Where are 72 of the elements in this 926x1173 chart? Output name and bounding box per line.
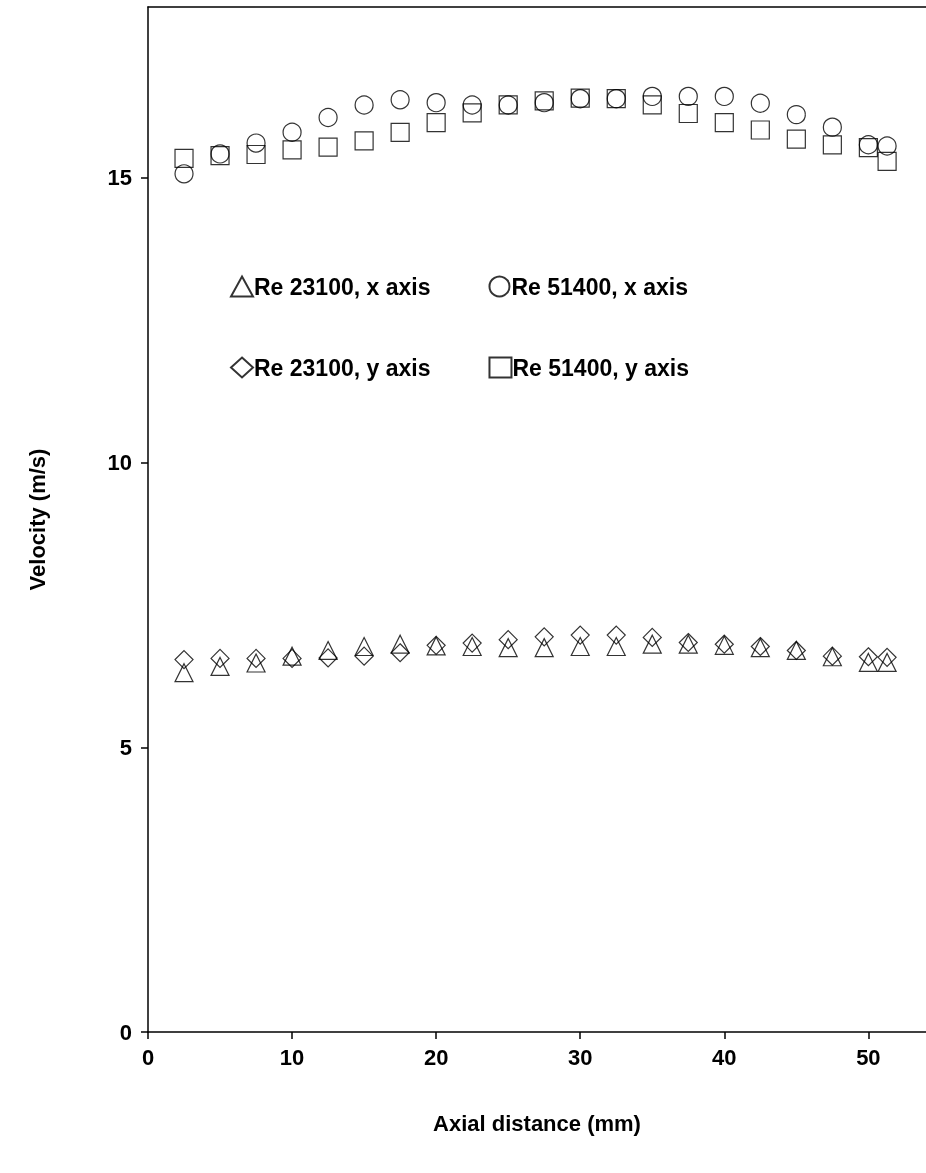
point [750,93,770,113]
legend-label: Re 23100, y axis [254,354,431,381]
y-tick-label: 15 [107,165,132,191]
point [642,634,662,654]
point [282,122,302,142]
point [390,122,410,142]
point [426,113,446,133]
point [318,648,338,668]
point [246,133,266,153]
point [642,627,662,647]
point [877,647,897,667]
point [174,148,194,169]
legend-label: Re 51400, y axis [512,354,689,381]
point [390,90,410,110]
x-tick-label: 10 [279,1044,305,1070]
point [462,95,482,115]
point [642,86,662,106]
x-tick-label: 30 [567,1044,593,1070]
point [570,625,590,645]
point [390,643,410,663]
point [786,129,806,149]
point [642,95,662,115]
point [462,103,482,123]
point [318,640,338,661]
point [246,648,266,669]
x-tick-label: 20 [423,1044,449,1070]
point [174,649,194,670]
y-tick-label: 0 [119,1019,132,1045]
x-tick-label: 40 [712,1044,737,1070]
point [390,634,410,654]
point [426,93,446,113]
point [354,636,374,657]
legend-label: Re 23100, x axis [254,273,431,300]
point [498,630,518,650]
point [750,120,770,140]
point [318,107,338,128]
y-axis-title: Velocity (m/s) [24,448,50,591]
point [210,648,230,669]
point [858,647,878,667]
point [786,105,806,125]
x-tick-label: 0 [141,1044,155,1070]
point [534,638,554,658]
y-tick-label: 10 [107,450,132,476]
point [714,113,734,133]
point [246,653,266,673]
point [822,117,842,137]
point [678,86,698,106]
point [877,136,897,156]
point [877,652,897,673]
legend-label: Re 51400, x axis [511,273,688,300]
x-tick-label: 50 [856,1044,881,1070]
point [678,103,698,124]
x-axis-title: Axial distance (mm) [433,1110,641,1136]
point [246,144,266,165]
point [498,638,518,658]
point [282,140,302,160]
point [354,646,374,666]
point [210,656,230,677]
point [354,131,374,151]
point [174,663,194,683]
point [354,95,374,115]
point [570,636,590,657]
point [318,137,338,157]
y-tick-label: 5 [119,734,132,760]
point [822,135,842,155]
point [877,151,897,171]
point [858,652,878,673]
point [174,164,194,184]
point [606,625,626,645]
point [606,636,626,657]
point [714,86,734,106]
point [534,627,554,647]
